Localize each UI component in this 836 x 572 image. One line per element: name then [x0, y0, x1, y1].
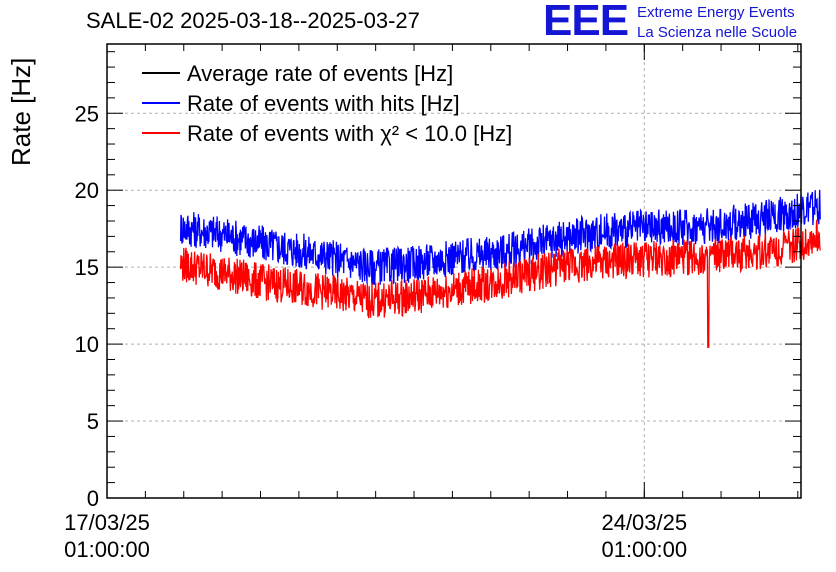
y-tick-label: 25: [75, 101, 99, 126]
org-name: Extreme Energy Events: [637, 4, 795, 21]
legend-label-chi2: Rate of events with χ² < 10.0 [Hz]: [187, 121, 512, 146]
legend: Average rate of events [Hz] Rate of event…: [142, 61, 512, 146]
y-tick-label: 0: [87, 486, 99, 511]
y-tick-label: 10: [75, 332, 99, 357]
y-axis-label: Rate [Hz]: [6, 57, 36, 166]
org-subtitle: La Scienza nelle Scuole: [637, 24, 798, 41]
plot-frame: [106, 43, 802, 499]
legend-label-average: Average rate of events [Hz]: [187, 61, 453, 86]
legend-label-hits: Rate of events with hits [Hz]: [187, 91, 460, 116]
series-hits: [179, 189, 821, 286]
x-tick-label: 17/03/25: [64, 510, 150, 535]
x-tick-label-time: 01:00:00: [64, 537, 150, 562]
eee-logo: EEE: [543, 0, 629, 45]
y-tick-label: 20: [75, 178, 99, 203]
x-tick-label: 24/03/25: [601, 510, 687, 535]
axis-ticks: 051015202517/03/2501:00:0024/03/2501:00:…: [64, 44, 801, 562]
chart-title: SALE-02 2025-03-18--2025-03-27: [86, 8, 420, 33]
series-chi2: [179, 219, 821, 348]
x-tick-label-time: 01:00:00: [601, 537, 687, 562]
series-layer: [179, 189, 821, 348]
y-tick-label: 5: [87, 409, 99, 434]
y-tick-label: 15: [75, 255, 99, 280]
